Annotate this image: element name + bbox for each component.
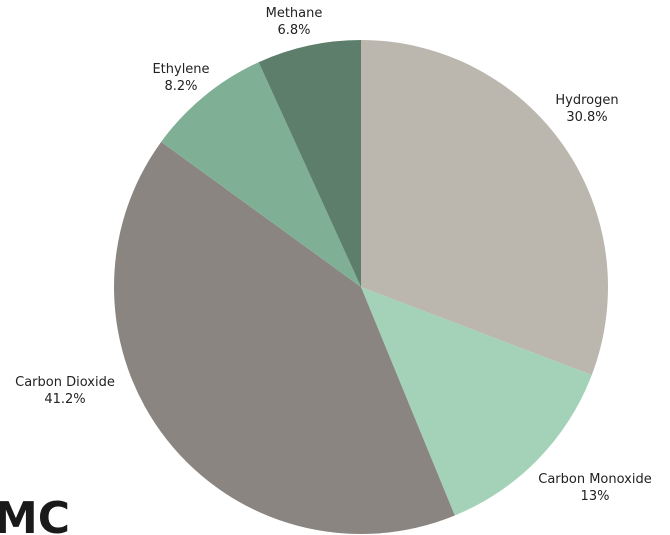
pie-slice-hydrogen xyxy=(361,40,608,376)
pie-labels: Hydrogen 30.8% Carbon Monoxide 13% Carbon Di… xyxy=(15,6,652,504)
slice-value-hydrogen: 30.8% xyxy=(566,110,607,125)
slice-label-ethylene: Ethylene xyxy=(152,62,209,77)
slice-value-methane: 6.8% xyxy=(277,23,310,38)
slice-label-methane: Methane xyxy=(266,6,323,21)
slice-value-ethylene: 8.2% xyxy=(164,79,197,94)
slice-value-carbon-dioxide: 41.2% xyxy=(44,392,85,407)
slice-value-carbon-monoxide: 13% xyxy=(581,489,610,504)
slice-label-hydrogen: Hydrogen xyxy=(555,93,618,108)
slice-label-carbon-monoxide: Carbon Monoxide xyxy=(538,472,651,487)
pie-slice-ethylene xyxy=(161,62,361,288)
watermark-text: MC xyxy=(0,493,70,535)
pie-slice-carbon-dioxide xyxy=(114,141,455,534)
pie-slices xyxy=(114,39,608,534)
pie-slice-carbon-monoxide xyxy=(361,287,592,516)
pie-slice-methane xyxy=(258,39,361,287)
slice-label-carbon-dioxide: Carbon Dioxide xyxy=(15,375,115,390)
